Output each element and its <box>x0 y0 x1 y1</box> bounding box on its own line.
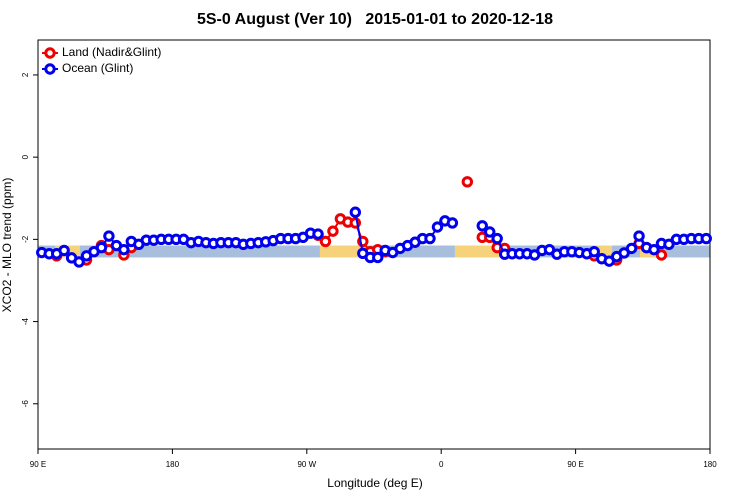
data-point <box>103 230 115 242</box>
data-point <box>95 241 108 254</box>
data-point <box>648 243 660 256</box>
y-tick-label: -2 <box>21 235 30 243</box>
data-point <box>424 232 436 245</box>
surface-band <box>659 245 710 258</box>
legend-label: Land (Nadir&Glint) <box>62 45 161 59</box>
data-point <box>476 220 488 232</box>
data-point <box>372 251 384 264</box>
data-point <box>327 225 339 237</box>
y-tick-label: 2 <box>21 72 30 77</box>
data-point <box>431 221 444 233</box>
legend-marker <box>44 63 56 75</box>
data-point <box>461 176 474 188</box>
surface-band <box>365 245 455 258</box>
y-tick-label: -4 <box>21 317 30 325</box>
x-tick-label: 90 E <box>30 460 46 469</box>
data-point <box>118 243 130 256</box>
legend-label: Ocean (Glint) <box>62 61 133 75</box>
data-point <box>446 217 459 229</box>
legend-marker <box>44 47 56 59</box>
data-point <box>319 235 332 248</box>
x-tick-label: 0 <box>439 460 444 469</box>
y-tick-label: -6 <box>21 400 30 408</box>
surface-band <box>79 245 320 258</box>
data-point <box>73 256 85 268</box>
data-point <box>58 244 70 257</box>
data-point <box>484 226 496 238</box>
surface-band <box>319 245 366 258</box>
data-point <box>655 249 668 261</box>
x-axis-label: Longitude (deg E) <box>327 476 422 490</box>
data-point <box>663 238 675 250</box>
y-axis-label: XCO2 - MLO trend (ppm) <box>0 178 14 313</box>
data-point <box>588 245 600 258</box>
x-tick-label: 90 E <box>567 460 583 469</box>
x-tick-label: 180 <box>166 460 180 469</box>
data-point <box>491 232 503 245</box>
data-point <box>625 242 638 255</box>
y-tick-label: 0 <box>21 154 30 159</box>
data-point <box>312 228 324 240</box>
surface-band <box>454 245 505 258</box>
data-point <box>633 230 645 242</box>
data-point <box>349 206 362 218</box>
x-tick-label: 180 <box>703 460 717 469</box>
plot-frame <box>37 39 711 450</box>
surface-band <box>595 245 613 258</box>
x-tick-label: 90 W <box>297 460 316 469</box>
chart-title: 5S-0 August (Ver 10) 2015-01-01 to 2020-… <box>197 11 553 28</box>
data-point <box>700 232 712 245</box>
